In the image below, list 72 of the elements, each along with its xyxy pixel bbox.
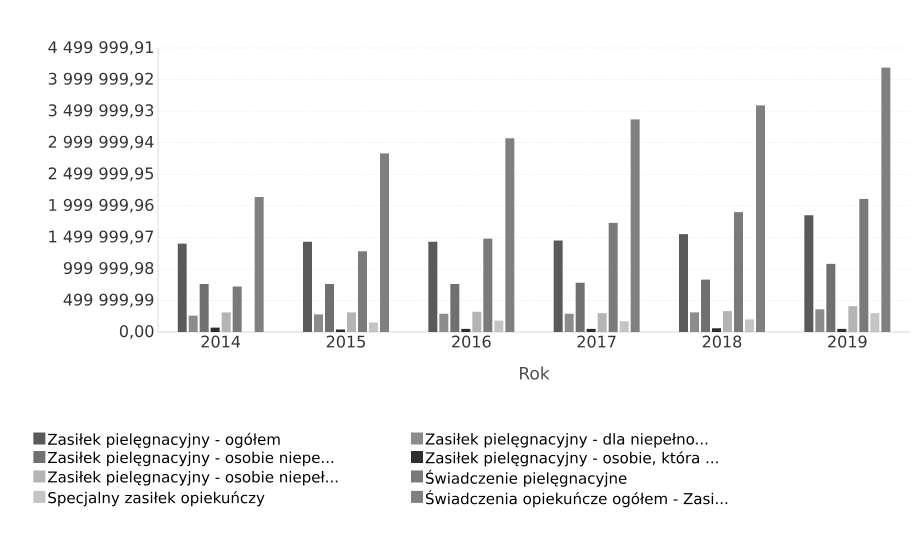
bar [188,316,198,332]
legend-label: Zasiłek pielęgnacyjny - ogółem [48,432,280,448]
legend-label: Zasiłek pielęgnacyjny - osobie niepe... [48,452,334,466]
y-tick-label: 4 499 999,91 [48,41,153,55]
bar [439,314,448,332]
bar [483,238,492,332]
bar [848,306,858,332]
bar [598,313,607,332]
x-axis-title: Rok [520,366,550,380]
x-tick-label: 2019 [828,336,867,348]
bar [222,312,231,332]
y-tick-label: 1 999 999,96 [49,198,154,213]
bar [712,328,722,332]
bar [210,328,220,332]
bar [701,280,710,332]
legend-label: Świadczenie pielęgnacyjne [426,470,626,487]
legend-label: Specjalny zasiłek opiekuńczy [48,491,264,506]
bar [630,119,640,332]
bar [815,309,824,332]
bar [554,240,563,332]
bar [461,328,470,332]
bar [254,196,264,332]
bar [380,153,390,332]
y-tick-label: 499 999,99 [64,294,154,308]
bar [564,314,574,332]
legend-label: Zasiłek pielęgnacyjny - osobie, która ... [426,451,718,466]
bar [608,222,618,332]
legend-label: Świadczenia opiekuńcze ogółem - Zasi... [426,490,728,508]
y-tick-label: 3 499 999,93 [48,104,154,118]
y-tick-label: 2 499 999,95 [48,167,154,182]
y-tick-label: 999 999,98 [64,262,154,276]
y-tick-label: 0,00 [120,325,154,339]
y-tick-label: 2 999 999,94 [48,136,154,150]
bar [734,212,744,332]
bar [428,242,438,332]
bar [505,138,514,332]
bar [325,284,334,332]
bar [586,328,596,332]
bar [369,322,378,332]
bar [472,312,482,332]
bar [200,284,209,332]
bar [232,286,242,332]
bar [870,313,880,332]
bar [837,328,846,332]
bar [303,242,312,332]
bar [723,311,732,332]
bar [690,312,700,332]
bar [178,244,187,332]
bar [826,264,836,332]
y-tick-label: 3 999 999,92 [48,72,153,86]
x-tick-label: 2018 [702,336,742,348]
x-tick-label: 2017 [577,336,616,348]
bar [494,320,504,332]
y-tick-label: 1 499 999,97 [49,230,154,244]
bar [576,282,585,332]
bar [679,234,688,332]
x-tick-label: 2016 [452,336,491,348]
bar [756,105,766,332]
bar [347,312,356,332]
x-tick-label: 2015 [326,336,365,348]
legend-label: Zasiłek pielęgnacyjny - osobie niepeł... [48,471,338,486]
bar [336,329,345,332]
bar [358,251,367,332]
legend-label: Zasiłek pielęgnacyjny - dla niepełno... [426,433,708,448]
bar [745,319,754,332]
bar [881,68,890,332]
bar [859,198,868,332]
bar [804,215,814,332]
x-tick-label: 2014 [201,336,240,348]
bar [450,284,460,332]
bar [620,321,629,332]
bar [314,314,323,332]
